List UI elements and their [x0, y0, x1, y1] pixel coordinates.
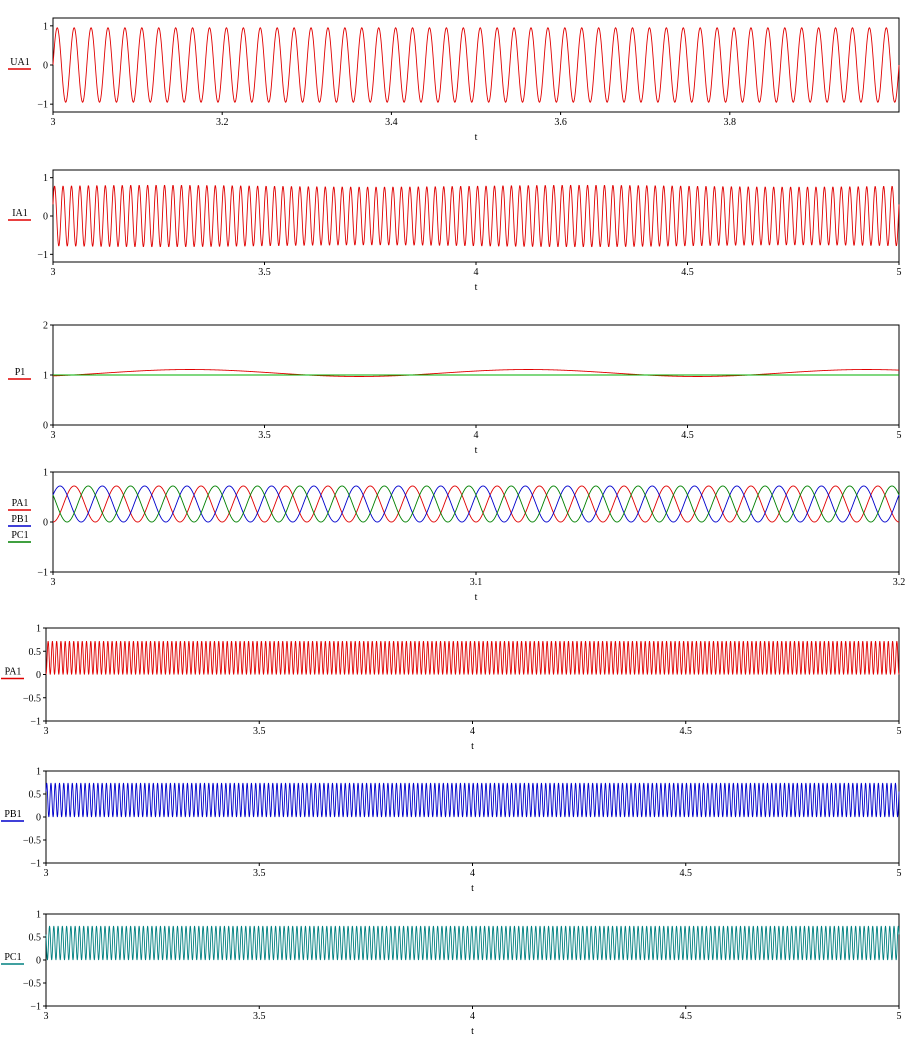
- chart-3: 3 3.5 4 4.5 5 t 2 1 0 P1: [8, 321, 902, 456]
- series-line-pa1: [45, 640, 900, 675]
- x-tick-label: 4: [474, 267, 479, 278]
- y-axis-label: PB1: [4, 809, 21, 820]
- x-tick-label: 3.5: [258, 430, 271, 441]
- x-tick-label: 5: [897, 1011, 902, 1022]
- y-tick-label: −1: [30, 717, 41, 728]
- y-tick-label: 0: [43, 61, 48, 72]
- x-axis-label: t: [471, 883, 474, 894]
- x-tick-label: 3.8: [724, 117, 737, 128]
- y-tick-label: 0: [36, 813, 41, 824]
- x-tick-label: 5: [897, 430, 902, 441]
- y-tick-label: −1: [37, 568, 48, 579]
- x-tick-label: 3: [51, 430, 56, 441]
- chart-2: 3 3.5 4 4.5 5 t 1 0 −1 IA1: [8, 169, 902, 293]
- chart-5: 3 3.5 4 4.5 5 t 1 0.5 0 −0.5 −1 PA1: [1, 624, 902, 752]
- series-line-pc1: [52, 485, 900, 523]
- y-axis-label: PA1: [12, 498, 29, 509]
- x-tick-label: 3.6: [554, 117, 567, 128]
- y-tick-label: 0: [36, 670, 41, 681]
- x-tick-label: 3.5: [253, 868, 266, 879]
- x-tick-label: 3.4: [385, 117, 398, 128]
- x-tick-label: 4: [470, 1011, 475, 1022]
- series-line-pb1: [52, 485, 900, 523]
- series-line-ia1: [52, 184, 900, 248]
- series-line-pa1: [52, 485, 900, 523]
- x-tick-label: 5: [897, 726, 902, 737]
- plot-frame: [52, 169, 900, 263]
- y-tick-label: 0.5: [29, 933, 42, 944]
- y-tick-label: −1: [37, 250, 48, 261]
- x-axis-label: t: [475, 592, 478, 603]
- x-tick-label: 3.2: [893, 577, 906, 588]
- y-axis-label: UA1: [10, 57, 29, 68]
- y-tick-label: 0.5: [29, 647, 42, 658]
- y-tick-label: 2: [43, 321, 48, 332]
- y-tick-label: 1: [36, 624, 41, 635]
- y-tick-label: 1: [36, 910, 41, 921]
- x-tick-label: 4.5: [680, 868, 693, 879]
- x-axis-label: t: [471, 741, 474, 752]
- x-tick-label: 4.5: [681, 267, 694, 278]
- y-tick-label: 1: [43, 371, 48, 382]
- y-tick-label: 0: [43, 518, 48, 529]
- x-axis-label: t: [475, 445, 478, 456]
- y-tick-label: 1: [43, 21, 48, 32]
- y-tick-label: −0.5: [23, 979, 41, 990]
- chart-1: 3 3.2 3.4 3.6 3.8 t 1 0 −1 UA1: [8, 17, 900, 143]
- chart-7: 3 3.5 4 4.5 5 t 1 0.5 0 −0.5 −1 PC1: [1, 910, 902, 1037]
- series-line-p1: [52, 369, 900, 377]
- y-axis-label: IA1: [12, 208, 28, 219]
- x-tick-label: 3.1: [470, 577, 483, 588]
- y-tick-label: −0.5: [23, 836, 41, 847]
- x-tick-label: 3: [44, 868, 49, 879]
- x-tick-label: 5: [897, 267, 902, 278]
- x-tick-label: 4.5: [681, 430, 694, 441]
- series-line-ua1: [52, 27, 900, 103]
- y-axis-label: P1: [15, 367, 26, 378]
- y-axis-label: PA1: [5, 667, 22, 678]
- y-tick-label: −1: [30, 1002, 41, 1013]
- y-axis-label: PC1: [11, 530, 28, 541]
- x-tick-label: 4: [474, 430, 479, 441]
- x-tick-label: 5: [897, 868, 902, 879]
- y-axis-label: PB1: [11, 514, 28, 525]
- y-tick-label: 0: [43, 212, 48, 223]
- x-tick-label: 3: [51, 117, 56, 128]
- x-tick-label: 3: [51, 267, 56, 278]
- y-tick-label: 1: [43, 173, 48, 184]
- chart-6: 3 3.5 4 4.5 5 t 1 0.5 0 −0.5 −1 PB1: [1, 767, 902, 894]
- x-axis-label: t: [471, 1026, 474, 1037]
- x-tick-label: 3.5: [258, 267, 271, 278]
- y-tick-label: −1: [30, 859, 41, 870]
- x-axis-label: t: [475, 132, 478, 143]
- chart-4: 3 3.1 3.2 t 1 0 −1 PA1 PB1 PC1: [8, 468, 906, 603]
- x-tick-label: 4: [470, 868, 475, 879]
- x-tick-label: 4.5: [680, 726, 693, 737]
- y-tick-label: 0: [43, 421, 48, 432]
- y-tick-label: 0: [36, 956, 41, 967]
- x-tick-label: 3.5: [253, 1011, 266, 1022]
- x-tick-label: 3.2: [216, 117, 229, 128]
- x-tick-label: 4.5: [680, 1011, 693, 1022]
- x-tick-label: 3: [44, 1011, 49, 1022]
- y-tick-label: 0.5: [29, 790, 42, 801]
- y-tick-label: 1: [36, 767, 41, 778]
- series-line-pb1: [45, 782, 900, 818]
- x-axis-label: t: [475, 282, 478, 293]
- y-tick-label: −1: [37, 100, 48, 111]
- x-tick-label: 3: [51, 577, 56, 588]
- y-axis-label: PC1: [4, 952, 21, 963]
- series-line-pc1: [45, 925, 900, 961]
- x-tick-label: 3: [44, 726, 49, 737]
- x-tick-label: 4: [470, 726, 475, 737]
- y-tick-label: 1: [43, 468, 48, 479]
- y-tick-label: −0.5: [23, 693, 41, 704]
- x-tick-label: 3.5: [253, 726, 266, 737]
